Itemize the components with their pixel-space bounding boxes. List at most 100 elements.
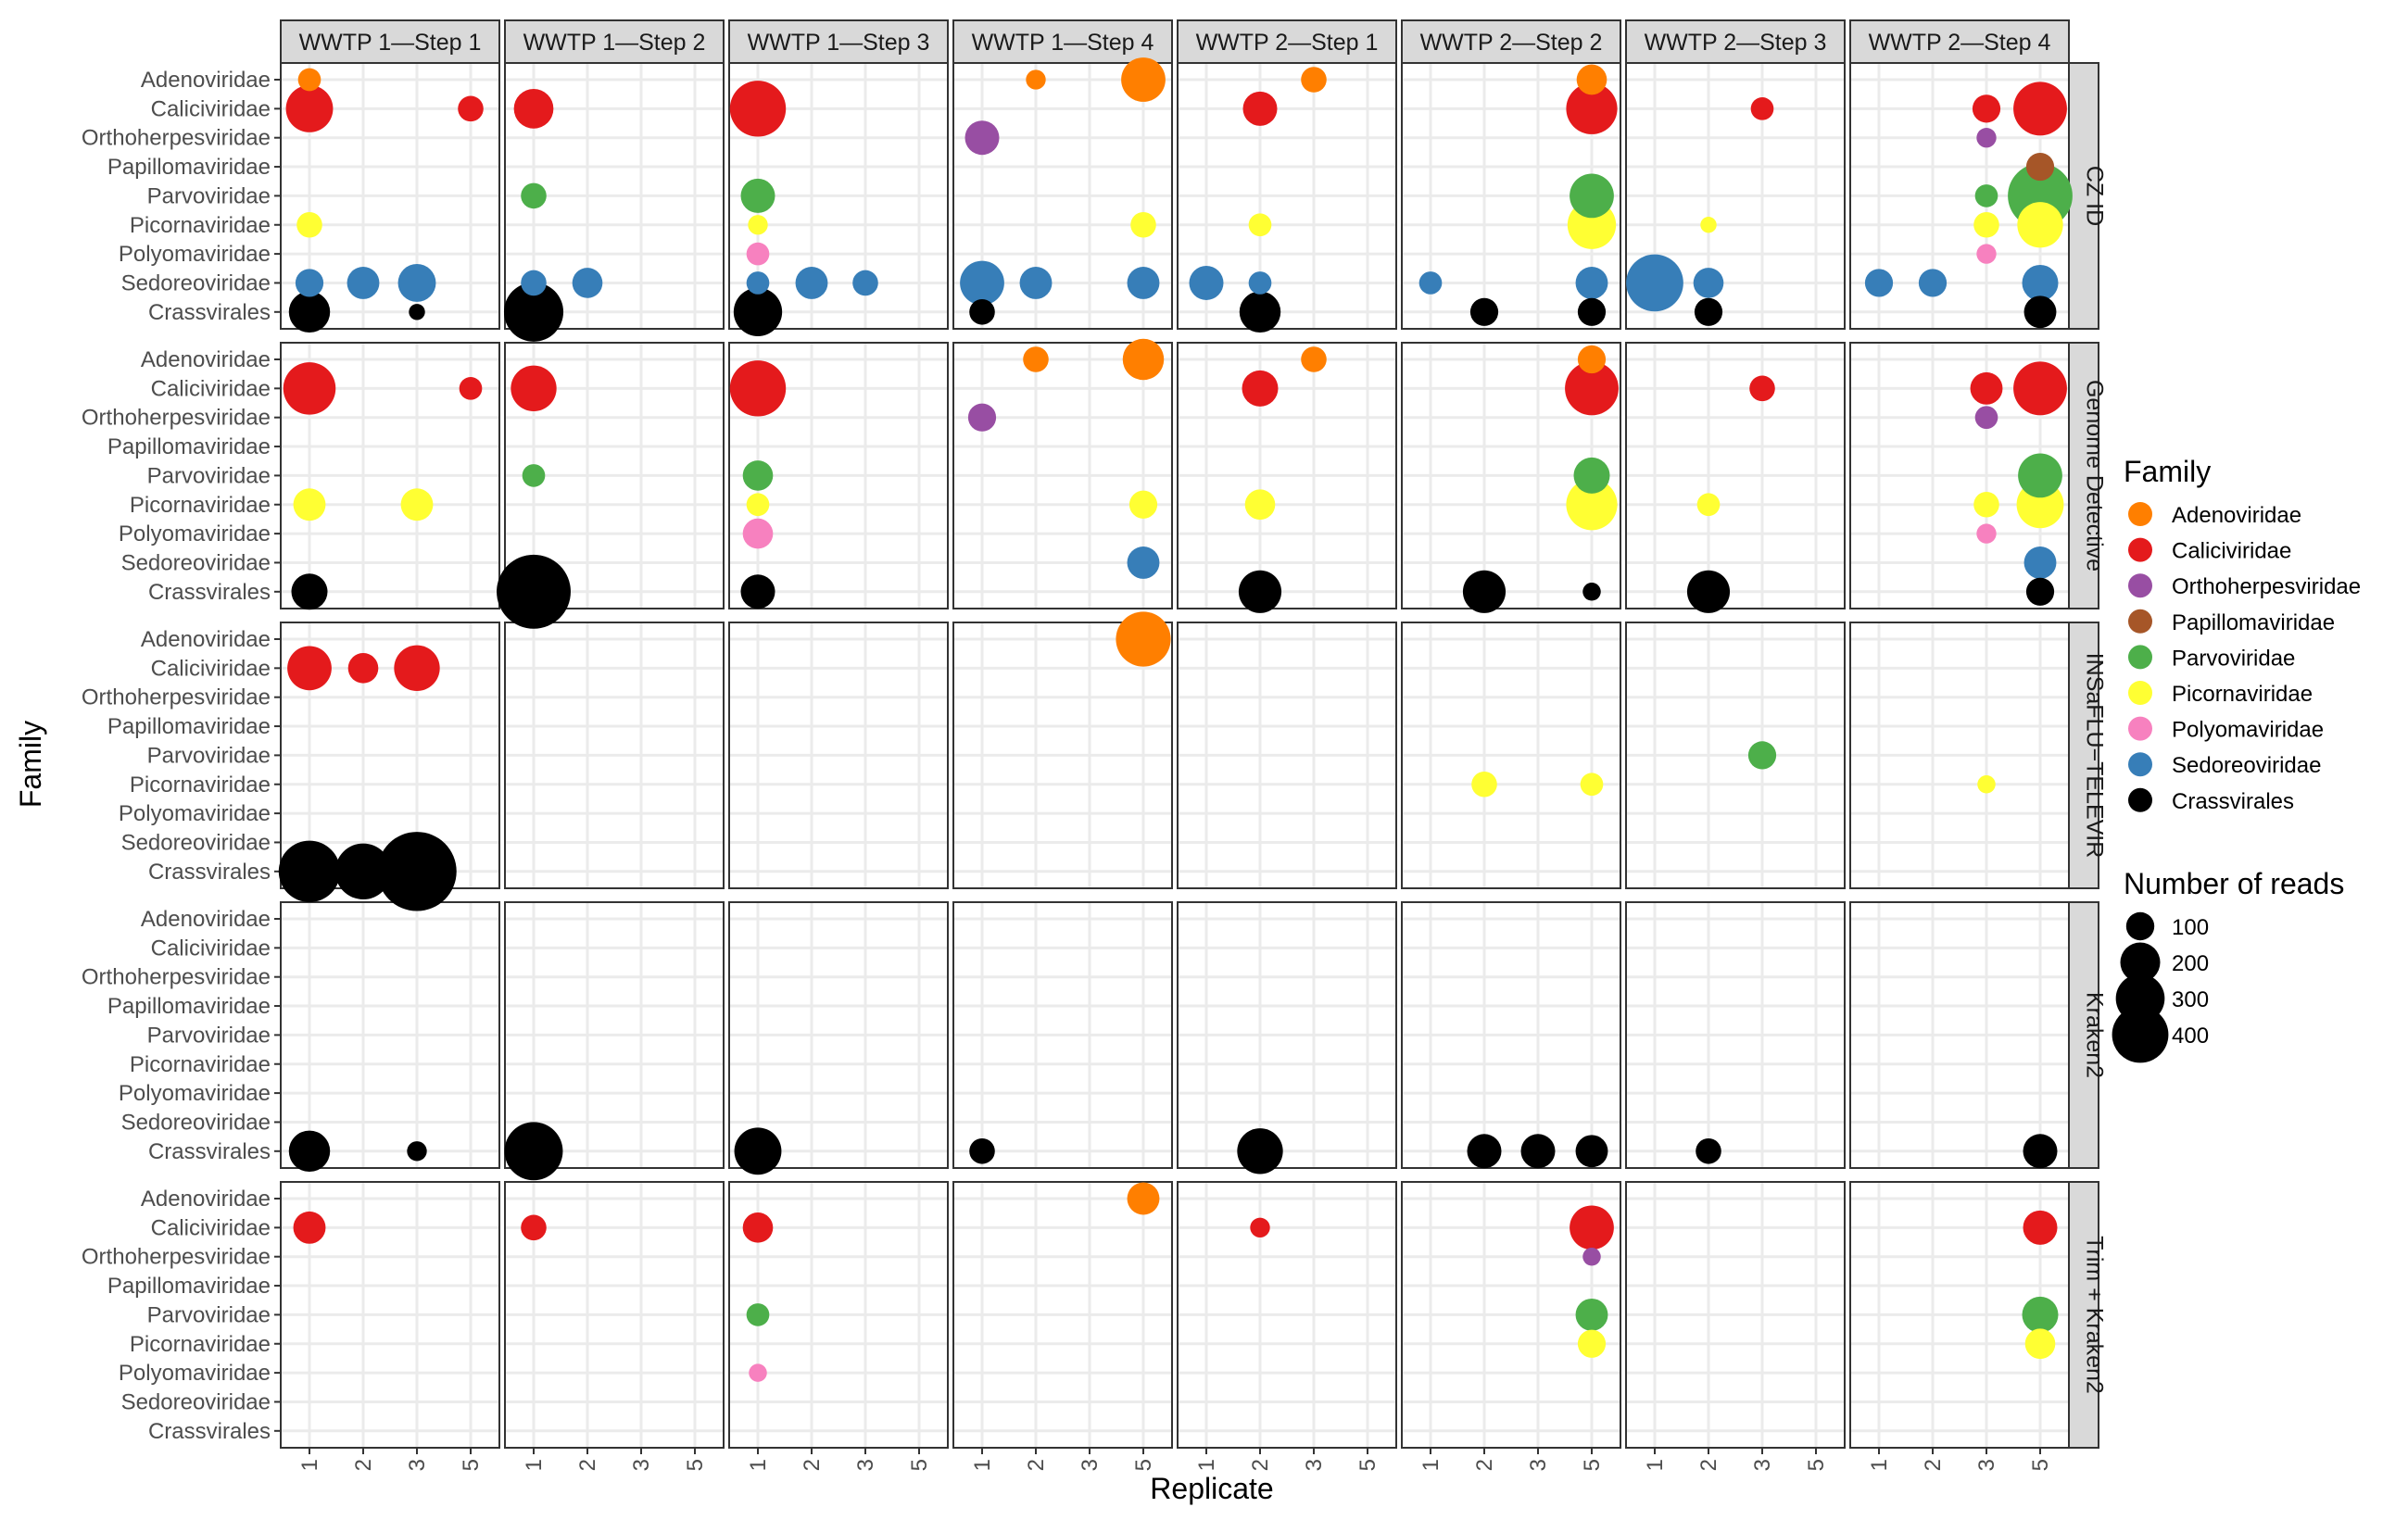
data-point [1418, 271, 1443, 295]
panel-border [728, 62, 949, 330]
x-tick-label: 2 [351, 1459, 376, 1471]
y-tick-label: Caliciviridae [151, 1215, 271, 1240]
data-point [2013, 82, 2067, 136]
data-point [293, 1211, 326, 1244]
y-tick-label: Adenoviridae [141, 907, 271, 932]
data-point [409, 304, 425, 320]
x-tick-label: 2 [1248, 1459, 1273, 1471]
y-tick-label: Caliciviridae [151, 96, 271, 121]
data-point [511, 365, 557, 412]
data-point [1248, 213, 1272, 237]
data-point [740, 178, 775, 213]
x-tick-label: 5 [1131, 1459, 1156, 1471]
data-point [1575, 1135, 1608, 1168]
panel-cell [952, 1181, 1173, 1449]
data-point [1570, 1205, 1614, 1250]
y-tick-label: Caliciviridae [151, 376, 271, 401]
legend-color-key [2128, 787, 2152, 812]
y-tick-label: Papillomaviridae [107, 714, 271, 739]
data-point [503, 282, 564, 342]
data-point [1976, 244, 1997, 264]
column-strip-label: WWTP 1—Step 2 [523, 30, 706, 56]
legend: Family Adenoviridae Caliciviridae Orthoherp… [2112, 455, 2361, 1063]
data-point [1462, 570, 1507, 613]
data-point [1974, 406, 1998, 430]
data-point [288, 291, 331, 333]
data-point [2024, 1328, 2056, 1360]
data-point [740, 574, 775, 609]
column-strip-label: WWTP 1—Step 3 [748, 30, 930, 56]
legend-color-label: Crassvirales [2172, 789, 2294, 814]
panel-border [1177, 342, 1397, 609]
data-point [1566, 479, 1618, 531]
panel-border [1625, 62, 1846, 330]
data-point [1974, 184, 1998, 207]
x-tick-label: 5 [683, 1459, 708, 1471]
panel-border [1401, 622, 1621, 889]
data-point [1970, 371, 2003, 405]
panel-cell [728, 901, 949, 1169]
y-tick-label: Picornaviridae [130, 773, 271, 798]
x-tick-label: 2 [800, 1459, 825, 1471]
x-tick-label: 1 [970, 1459, 995, 1471]
y-tick-label: Orthoherpesviridae [82, 406, 271, 431]
panel-grid: WWTP 1—Step 1 WWTP 1—Step 2 WWTP 1—Step 3 W… [82, 19, 2108, 1471]
legend-color-key [2128, 645, 2152, 670]
panel-border [1625, 622, 1846, 889]
data-point [1121, 57, 1166, 102]
y-tick-label: Adenoviridae [141, 347, 271, 372]
panel-cell [504, 622, 725, 889]
data-point [295, 269, 324, 297]
panel-border [728, 342, 949, 609]
x-tick-label: 5 [1355, 1459, 1381, 1471]
y-tick-label: Sedoreoviridae [121, 1110, 271, 1135]
x-tick-label: 3 [1078, 1459, 1103, 1471]
data-point [2023, 546, 2057, 579]
panel-border [952, 622, 1173, 889]
data-point [377, 832, 457, 911]
data-point [1575, 267, 1608, 299]
data-point [1573, 457, 1610, 494]
data-point [497, 554, 571, 629]
data-point [734, 1127, 782, 1175]
data-point [297, 68, 321, 92]
data-point [2022, 1296, 2059, 1333]
y-axis-title: Family [14, 721, 47, 808]
data-point [1973, 211, 1999, 238]
data-point [1467, 1134, 1502, 1169]
column-strip-label: WWTP 2—Step 1 [1196, 30, 1379, 56]
data-point [1127, 546, 1160, 579]
data-point [749, 1363, 767, 1382]
x-tick-label: 3 [1526, 1459, 1551, 1471]
panel-border [1177, 622, 1397, 889]
legend-size-label: 400 [2172, 1024, 2209, 1049]
legend-color-label: Sedoreoviridae [2172, 753, 2321, 778]
x-tick-label: 5 [1804, 1459, 1829, 1471]
panel-cell [1177, 901, 1397, 1169]
legend-color-key [2128, 681, 2152, 705]
data-point [572, 268, 603, 298]
legend-color-label: Parvoviridae [2172, 646, 2295, 671]
data-point [394, 645, 440, 692]
x-tick-label: 5 [459, 1459, 484, 1471]
panel-border [1401, 62, 1621, 330]
data-point [459, 377, 483, 400]
y-tick-label: Adenoviridae [141, 1187, 271, 1212]
data-point [960, 260, 1004, 306]
data-point [283, 362, 336, 415]
data-point [748, 215, 768, 235]
data-point [746, 1303, 770, 1326]
y-tick-label: Polyomaviridae [119, 1081, 271, 1106]
data-point [1696, 493, 1721, 517]
x-tick-label: 2 [1472, 1459, 1497, 1471]
data-point [407, 1141, 427, 1162]
data-point [1747, 741, 1777, 770]
x-tick-label: 1 [297, 1459, 322, 1471]
column-strip [1401, 19, 1621, 64]
data-point [278, 840, 341, 903]
data-point [1918, 269, 1948, 297]
y-tick-label: Adenoviridae [141, 68, 271, 93]
data-point [521, 1214, 547, 1241]
data-point [521, 182, 547, 209]
data-point [1686, 570, 1731, 613]
